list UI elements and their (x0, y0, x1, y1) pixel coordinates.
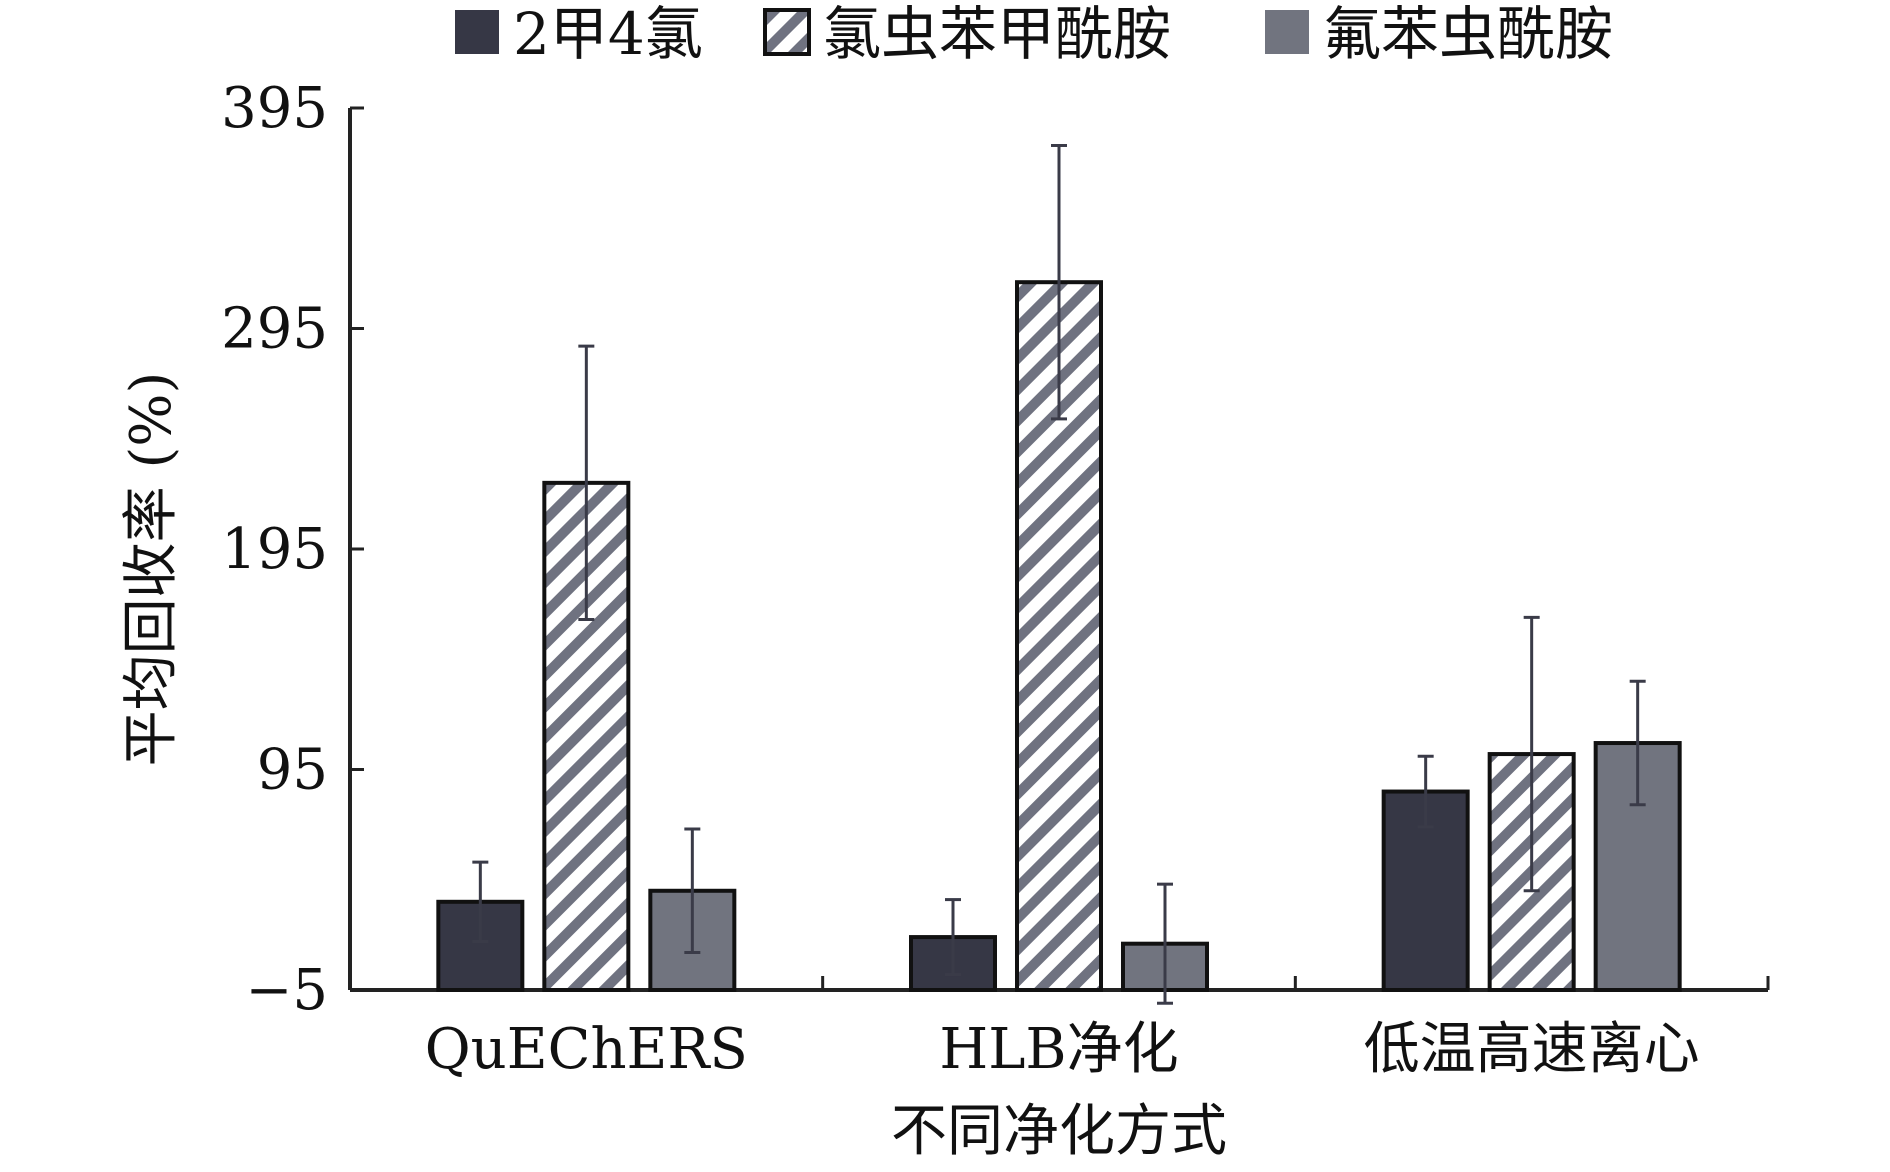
error-bar (945, 898, 961, 977)
legend-swatch (1265, 10, 1309, 54)
y-tick-label: 395 (221, 76, 328, 141)
x-category-label: QuEChERS (425, 1017, 748, 1082)
y-tick-label: −5 (245, 958, 328, 1023)
bars (436, 280, 1682, 993)
legend: 2甲4氯 氯虫苯甲酰胺 氟苯虫酰胺 (455, 0, 1613, 68)
legend-label: 氯虫苯甲酰胺 (823, 0, 1171, 68)
x-category-label: HLB净化 (939, 1017, 1178, 1082)
error-bar (1157, 882, 1173, 1005)
bar (542, 480, 631, 992)
error-bar (472, 860, 489, 943)
legend-label: 氟苯虫酰胺 (1323, 0, 1613, 68)
legend-swatch (455, 10, 499, 54)
error-bar (684, 827, 701, 955)
error-bar (1629, 679, 1646, 807)
legend-swatch (763, 8, 811, 56)
y-tick-label: 195 (221, 517, 328, 582)
error-bar (1523, 615, 1540, 893)
error-bar (1417, 754, 1434, 829)
y-ticks: −5 95 195 295 395 (221, 76, 364, 1023)
legend-label: 2甲4氯 (513, 0, 703, 68)
x-ticks: QuEChERS HLB净化 低温高速离心 (348, 976, 1770, 1082)
bar (1015, 280, 1103, 992)
y-tick-label: 295 (221, 297, 328, 362)
error-bars (472, 143, 1646, 1005)
x-axis-title: 不同净化方式 (891, 1099, 1227, 1164)
y-axis-title: 平均回收率 (%) (119, 372, 184, 767)
error-bar (1051, 143, 1067, 421)
x-category-label: 低温高速离心 (1364, 1017, 1700, 1082)
error-bar (578, 344, 595, 622)
y-tick-label: 95 (257, 738, 328, 803)
